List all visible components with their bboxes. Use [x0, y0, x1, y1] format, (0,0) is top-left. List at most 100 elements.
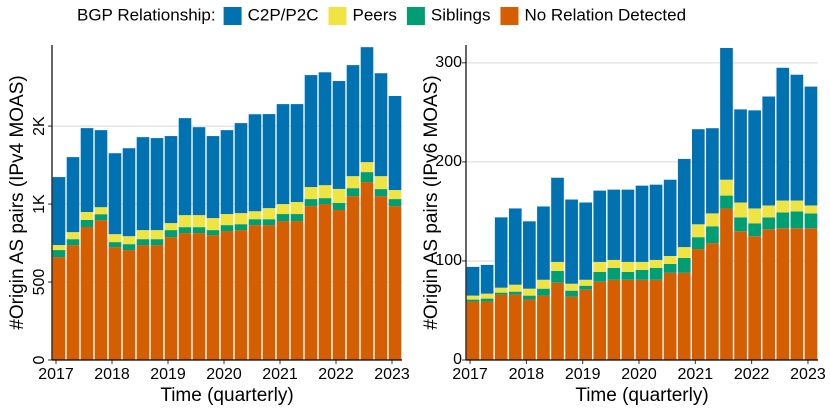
bar-segment: [192, 215, 206, 228]
bar-segment: [466, 299, 480, 302]
bar-segment: [80, 219, 94, 227]
bar-segment: [150, 239, 164, 246]
legend-swatch: [500, 7, 519, 25]
bar-segment: [508, 291, 522, 295]
bar-segment: [565, 199, 578, 284]
bar-segment: [374, 73, 388, 177]
bar-segment: [108, 153, 122, 235]
bar-segment: [374, 196, 388, 360]
bar-segment: [649, 267, 663, 280]
bar-segment: [537, 279, 550, 289]
bar-segment: [691, 249, 705, 360]
bar-segment: [551, 177, 564, 262]
bar-segment: [621, 279, 635, 360]
bar-segment: [607, 259, 621, 268]
bar-segment: [663, 272, 677, 360]
bar-segment: [332, 188, 346, 203]
x-axis-title: Time (quarterly): [160, 385, 293, 406]
bar-segment: [734, 202, 747, 218]
bar-segment: [551, 282, 564, 360]
bar-segment: [621, 189, 635, 262]
bar-segment: [290, 104, 304, 203]
bar-segment: [66, 157, 80, 233]
bar-segment: [508, 294, 522, 360]
bar-segment: [234, 213, 248, 225]
x-tick-label: 2018: [94, 366, 130, 383]
bar-segment: [304, 206, 318, 360]
bar-segment: [466, 295, 480, 300]
y-tick-label: 500: [31, 269, 48, 296]
bar-segment: [360, 47, 374, 163]
bar-segment: [706, 243, 719, 360]
x-tick-label: 2019: [150, 366, 186, 383]
bar-segment: [192, 233, 206, 360]
bar-segment: [52, 250, 66, 258]
bar-segment: [150, 230, 164, 240]
bar-segment: [192, 127, 206, 216]
bar-segment: [80, 128, 94, 213]
bar-segment: [150, 138, 164, 231]
bar-segment: [346, 65, 360, 177]
bar-segment: [804, 205, 818, 214]
bar-segment: [677, 247, 691, 258]
bar-segment: [178, 215, 192, 228]
x-tick-label: 2019: [565, 366, 601, 383]
bar-segment: [304, 199, 318, 207]
bar-segment: [332, 81, 346, 189]
bar-segment: [248, 114, 262, 212]
bar-segment: [318, 185, 332, 199]
bar-segment: [579, 285, 593, 290]
legend-swatch: [406, 7, 425, 25]
x-tick-label: 2023: [790, 366, 826, 383]
bar-segment: [635, 279, 649, 360]
bar-segment: [66, 245, 80, 360]
bar-segment: [579, 279, 593, 286]
bar-segment: [621, 261, 635, 272]
bar-segment: [734, 231, 747, 360]
bar-segment: [234, 123, 248, 214]
bar-segment: [108, 247, 122, 360]
bar-segment: [276, 221, 290, 360]
bar-segment: [122, 244, 136, 251]
bar-segment: [388, 199, 402, 207]
bar-segment: [66, 232, 80, 240]
legend-title: BGP Relationship:: [77, 5, 216, 24]
bar-segment: [523, 299, 536, 360]
x-tick-label: 2017: [452, 366, 488, 383]
bar-segment: [720, 208, 733, 360]
bar-segment: [790, 200, 804, 212]
legend-label: C2P/P2C: [248, 5, 319, 24]
bar-segment: [804, 228, 818, 360]
bar-segment: [691, 129, 705, 225]
bar-segment: [262, 225, 276, 360]
bar-segment: [635, 185, 649, 262]
bar-segment: [551, 261, 564, 271]
bar-segment: [593, 271, 607, 282]
bar-segment: [290, 214, 304, 222]
bar-segment: [122, 250, 136, 360]
bar-segment: [523, 288, 536, 296]
bar-segment: [220, 130, 234, 215]
bar-segment: [262, 208, 276, 220]
bar-segment: [164, 136, 178, 224]
bar-segment: [508, 208, 522, 285]
bar-segment: [494, 217, 508, 288]
bar-segment: [136, 230, 150, 240]
x-tick-label: 2022: [734, 366, 770, 383]
bar-segment: [649, 259, 663, 268]
y-axis-title: #Origin AS pairs (IPv4 MOAS): [7, 75, 28, 329]
bar-segment: [748, 223, 761, 237]
bar-segment: [318, 204, 332, 360]
bar-segment: [262, 114, 276, 209]
bar-segment: [80, 226, 94, 360]
bar-segment: [677, 272, 691, 360]
bar-segment: [720, 179, 733, 196]
bar-segment: [663, 255, 677, 264]
bar-segment: [178, 233, 192, 360]
bar-segment: [234, 230, 248, 360]
bar-segment: [523, 221, 536, 289]
bar-segment: [537, 295, 550, 360]
bar-segment: [248, 211, 262, 220]
bar-segment: [551, 270, 564, 283]
bar-segment: [790, 74, 804, 201]
